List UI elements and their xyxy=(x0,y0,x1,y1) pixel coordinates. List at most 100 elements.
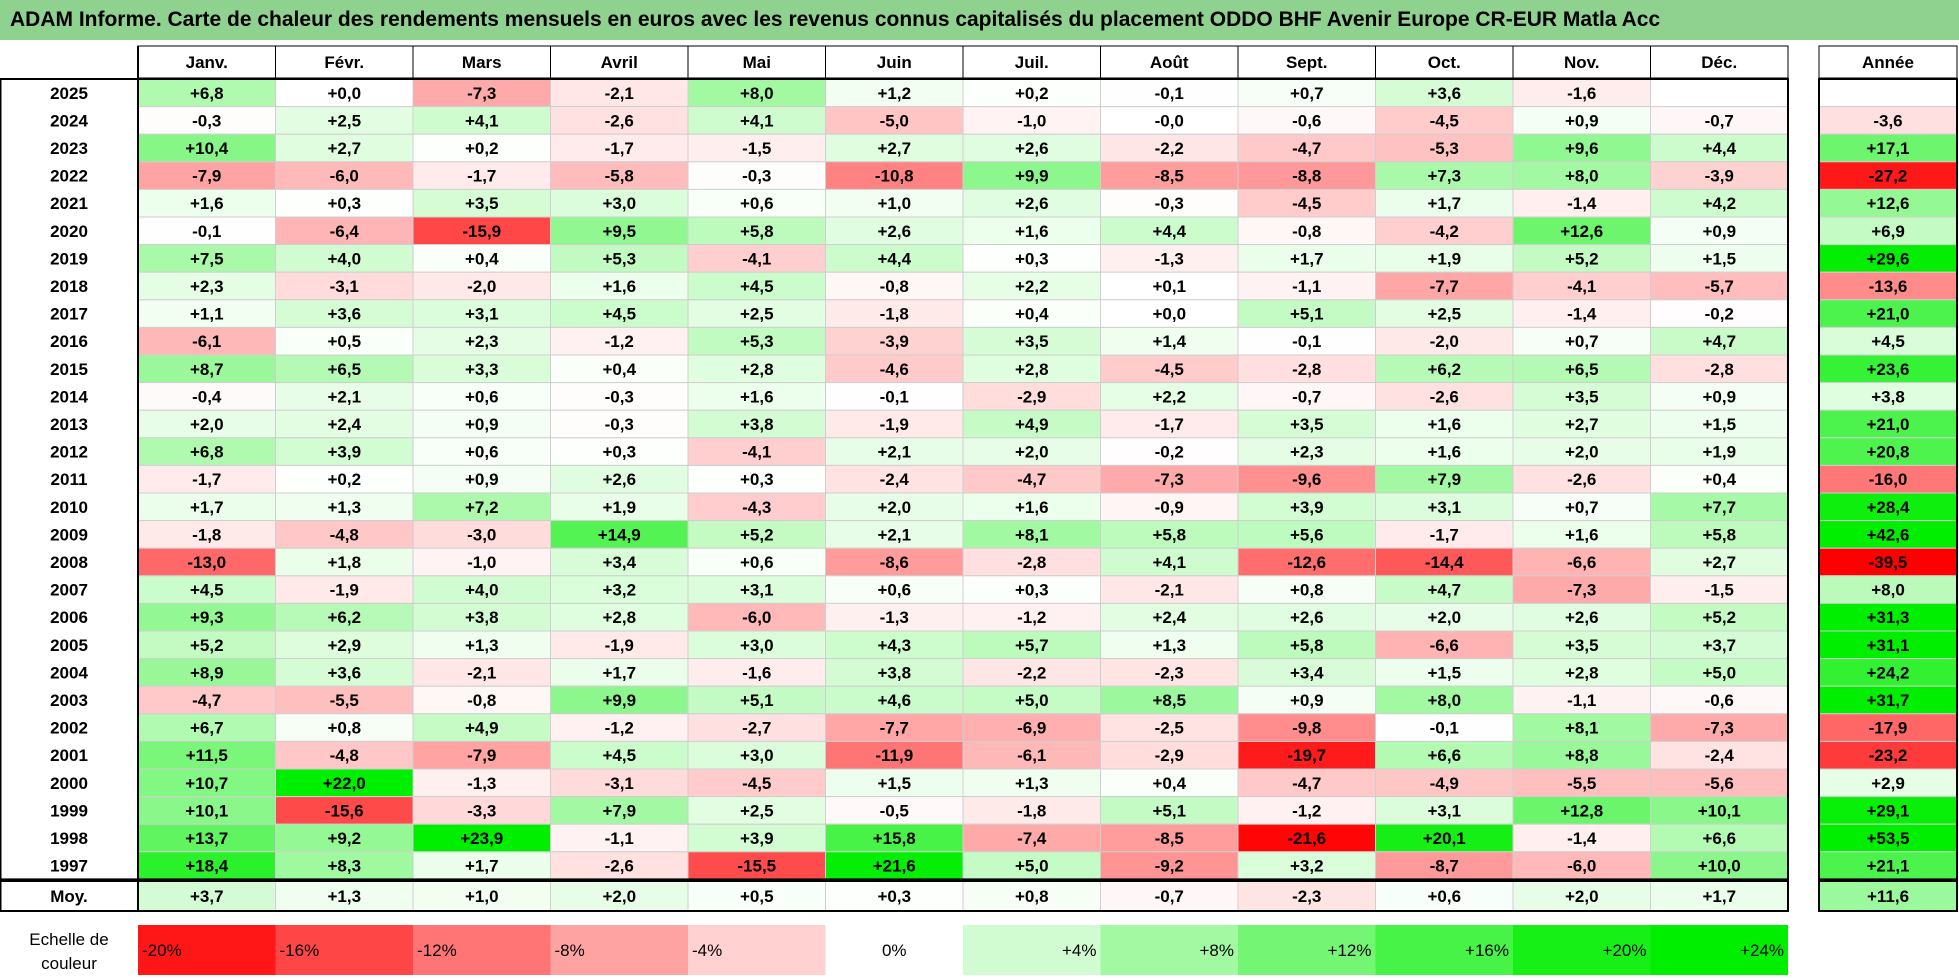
heatmap-cell xyxy=(1512,133,1651,163)
heatmap-cell xyxy=(1100,299,1239,328)
heatmap-cell xyxy=(962,188,1101,218)
heatmap-cell xyxy=(1512,244,1651,273)
heatmap-cell-value: +0,3 xyxy=(740,470,774,489)
scale-swatch-label: -16% xyxy=(280,941,320,960)
heatmap-cell xyxy=(1100,658,1239,687)
heatmap-cell-value: +0,1 xyxy=(1152,277,1186,296)
heatmap-cell-value: -0,2 xyxy=(1705,305,1734,324)
heatmap-cell-value: +4,0 xyxy=(327,249,361,268)
heatmap-cell xyxy=(137,326,276,356)
heatmap-cell xyxy=(1237,823,1376,853)
scale-swatch-label: -4% xyxy=(692,941,722,960)
heatmap-cell xyxy=(275,161,414,190)
scale-label-line2: couleur xyxy=(41,954,97,973)
heatmap-cell-value: -0,3 xyxy=(1155,194,1184,213)
annual-cell-value: +4,5 xyxy=(1871,332,1905,351)
heatmap-cell-value: +4,5 xyxy=(740,277,774,296)
heatmap-cell-value: +1,2 xyxy=(877,84,911,103)
heatmap-cell-value: +0,3 xyxy=(327,194,361,213)
heatmap-cell-value: +5,0 xyxy=(1702,663,1736,682)
heatmap-cell-value: -0,3 xyxy=(742,167,771,186)
annual-cell xyxy=(1818,326,1958,356)
heatmap-cell-value: +0,4 xyxy=(1702,470,1736,489)
scale-swatch xyxy=(413,925,551,975)
annual-cell xyxy=(1818,630,1958,660)
heatmap-cell-value: +2,2 xyxy=(1015,277,1049,296)
heatmap-cell-value: -5,7 xyxy=(1705,277,1734,296)
heatmap-cell-value: -2,1 xyxy=(605,84,634,103)
scale-swatch-label: +20% xyxy=(1603,941,1647,960)
heatmap-cell xyxy=(550,630,689,660)
heatmap-cell xyxy=(687,326,826,356)
heatmap-cell xyxy=(1237,520,1376,549)
heatmap-cell-value: +10,1 xyxy=(185,801,228,820)
scale-swatch xyxy=(1100,925,1238,975)
heatmap-cell xyxy=(275,271,414,301)
heatmap-cell-value: -5,3 xyxy=(1430,139,1459,158)
heatmap-cell-value: +5,0 xyxy=(1015,857,1049,876)
heatmap-cell-value: +1,9 xyxy=(602,498,636,517)
heatmap-cell-value: +2,6 xyxy=(1565,608,1599,627)
annual-cell-value: +21,0 xyxy=(1866,415,1909,434)
heatmap-cell xyxy=(962,161,1101,190)
heatmap-cell-value: -11,9 xyxy=(875,746,913,765)
heatmap-cell xyxy=(1512,299,1651,328)
heatmap-cell-value: -2,8 xyxy=(1017,553,1046,572)
heatmap-cell-value: +3,8 xyxy=(740,415,774,434)
heatmap-cell-value: -2,5 xyxy=(1155,719,1184,738)
heatmap-cell xyxy=(1650,630,1789,660)
heatmap-cell xyxy=(962,602,1101,632)
heatmap-cell xyxy=(1100,547,1239,577)
heatmap-cell xyxy=(412,602,551,632)
heatmap-cell-value: +0,8 xyxy=(327,719,361,738)
scale-swatch xyxy=(1513,925,1651,975)
heatmap-cell xyxy=(1100,354,1239,384)
heatmap-cell xyxy=(1650,740,1789,770)
heatmap-cell-value: +5,3 xyxy=(740,332,774,351)
heatmap-cell xyxy=(1237,851,1376,880)
heatmap-cell-value: +21,6 xyxy=(873,857,916,876)
heatmap-cell xyxy=(687,299,826,328)
annual-header: Année xyxy=(1862,53,1914,72)
heatmap-cell xyxy=(137,382,276,411)
scale-swatch xyxy=(138,925,276,975)
heatmap-cell xyxy=(1512,464,1651,494)
month-header: Janv. xyxy=(186,53,228,72)
heatmap-cell xyxy=(1512,796,1651,825)
annual-cell-value: +2,9 xyxy=(1871,774,1905,793)
annual-cell-value: -13,6 xyxy=(1869,277,1908,296)
heatmap-cell xyxy=(825,492,964,522)
heatmap-cell xyxy=(825,161,964,190)
heatmap-cell-value: +1,7 xyxy=(1427,194,1461,213)
heatmap-cell xyxy=(137,299,276,328)
annual-cell xyxy=(1818,520,1958,549)
heatmap-cell-value: +2,1 xyxy=(877,525,911,544)
heatmap-cell-value: +3,5 xyxy=(1565,636,1599,655)
heatmap-cell-value: -1,3 xyxy=(1155,249,1184,268)
heatmap-cell-value: +9,3 xyxy=(190,608,224,627)
heatmap-cell xyxy=(550,188,689,218)
heatmap-cell-value: +6,6 xyxy=(1427,746,1461,765)
heatmap-cell xyxy=(825,78,964,108)
heatmap-cell xyxy=(962,271,1101,301)
heatmap-cell xyxy=(550,602,689,632)
heatmap-cell-value: +1,7 xyxy=(465,857,499,876)
annual-cell xyxy=(1818,768,1958,798)
heatmap-cell-value: +2,0 xyxy=(190,415,224,434)
heatmap-cell-value: -6,0 xyxy=(1567,857,1596,876)
heatmap-cell xyxy=(962,851,1101,880)
heatmap-cell xyxy=(1100,382,1239,411)
heatmap-cell xyxy=(825,520,964,549)
heatmap-cell-value: -2,1 xyxy=(467,663,496,682)
scale-swatch-label: +16% xyxy=(1465,941,1509,960)
heatmap-cell xyxy=(825,354,964,384)
heatmap-cell-value: -1,2 xyxy=(1292,801,1321,820)
heatmap-cell xyxy=(550,823,689,853)
annual-cell-value: -23,2 xyxy=(1869,746,1908,765)
heatmap-cell-value: +3,7 xyxy=(1702,636,1736,655)
year-label: 2009 xyxy=(50,525,88,544)
heatmap-cell-value: +0,2 xyxy=(465,139,499,158)
heatmap-cell xyxy=(550,244,689,273)
year-label: 2021 xyxy=(50,194,88,213)
